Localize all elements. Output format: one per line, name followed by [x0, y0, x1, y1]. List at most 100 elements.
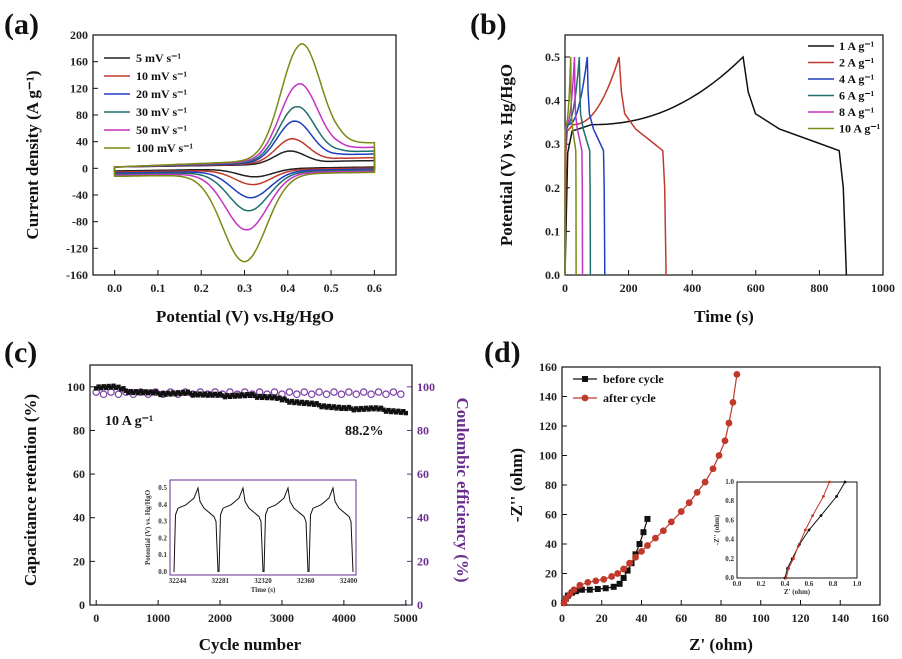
- legend-label: 20 mV s⁻¹: [136, 87, 187, 101]
- retention-point: [294, 399, 300, 404]
- retention-point: [165, 390, 171, 396]
- nyquist-point: [602, 585, 609, 592]
- retention-point: [331, 404, 337, 409]
- inset-frame: [736, 481, 858, 579]
- retention-point: [103, 385, 109, 391]
- y-tick-label: 0: [82, 161, 88, 175]
- y-tick-label: 40: [73, 511, 85, 525]
- retention-point: [141, 390, 146, 396]
- retention-point: [111, 383, 116, 388]
- retention-point: [252, 393, 257, 399]
- retention-point: [170, 390, 176, 395]
- retention-point: [359, 405, 364, 411]
- legend-label: 6 A g⁻¹: [839, 89, 875, 103]
- efficiency-point: [315, 388, 323, 396]
- retention-point: [128, 388, 134, 394]
- nyquist-point: [600, 576, 608, 583]
- retention-point: [401, 409, 406, 414]
- efficiency-point: [352, 390, 361, 399]
- x-tick-label: 0.6: [367, 281, 382, 295]
- efficiency-point: [285, 388, 294, 396]
- panel-c-frame: [89, 364, 413, 606]
- retention-point: [341, 405, 347, 410]
- retention-point: [346, 404, 352, 410]
- retention-point: [356, 407, 361, 413]
- retention-point: [371, 406, 376, 412]
- y-right-tick-label: 100: [417, 380, 435, 394]
- retention-point: [185, 389, 191, 394]
- nyquist-point: [677, 508, 685, 515]
- efficiency-point: [107, 388, 115, 396]
- efficiency-point: [382, 390, 390, 399]
- retention-point: [136, 390, 141, 396]
- inset-gcd-curve: [173, 486, 354, 573]
- retention-point: [319, 404, 324, 410]
- retention-point: [351, 408, 356, 413]
- inset-y-tick-label: 0.3: [158, 518, 167, 526]
- retention-point: [336, 404, 342, 410]
- retention-point: [403, 410, 409, 416]
- efficiency-point: [307, 390, 316, 399]
- retention-point: [242, 393, 248, 399]
- cv-curve-5: [113, 43, 376, 263]
- nyquist-point: [570, 586, 578, 594]
- retention-point: [311, 402, 317, 407]
- retention-point: [302, 401, 307, 407]
- retention-point: [393, 410, 399, 415]
- inset-x-tick-label: 32281: [211, 577, 229, 585]
- x-tick-label: 140: [831, 611, 849, 625]
- panel-c-label: (c): [4, 336, 37, 369]
- retention-point: [240, 392, 245, 397]
- y-tick-label: 0.1: [545, 224, 560, 238]
- nyquist-point: [576, 581, 584, 589]
- retention-point: [116, 384, 121, 390]
- y-tick-label: 0.2: [545, 181, 560, 195]
- inset-x-tick-label: 32360: [297, 577, 315, 585]
- nyquist-point: [640, 529, 647, 536]
- nyquist-point: [715, 452, 723, 459]
- x-tick-label: 200: [620, 281, 638, 295]
- retention-point: [180, 389, 186, 395]
- panel-d-xlabel: Z' (ohm): [689, 635, 753, 654]
- retention-point: [163, 392, 168, 397]
- retention-point: [188, 391, 193, 396]
- retention-point: [96, 384, 101, 389]
- retention-point: [267, 394, 272, 399]
- inset-point: [796, 544, 800, 548]
- retention-point: [138, 389, 143, 394]
- y-tick-label: 80: [73, 423, 85, 437]
- retention-point: [363, 405, 369, 411]
- retention-point: [391, 408, 396, 413]
- nyquist-point: [592, 577, 600, 585]
- legend-label: 100 mV s⁻¹: [136, 141, 193, 155]
- inset-point: [807, 528, 811, 532]
- retention-point: [123, 388, 129, 393]
- x-tick-label: 0.3: [237, 281, 252, 295]
- gcd-curve-1: [564, 56, 667, 276]
- inset-ylabel: -Z'' (ohm): [713, 514, 721, 545]
- nyquist-point: [693, 488, 701, 496]
- retention-point: [274, 396, 280, 401]
- nyquist-point: [624, 567, 631, 574]
- x-tick-label: 0.5: [324, 281, 339, 295]
- x-tick-label: 2000: [208, 611, 232, 625]
- nyquist-point: [620, 574, 627, 581]
- efficiency-point: [99, 390, 108, 399]
- retention-point: [168, 392, 173, 397]
- legend-label: 10 A g⁻¹: [839, 122, 881, 136]
- y-tick-label: 140: [539, 390, 557, 404]
- inset-y-tick-label: 0.5: [158, 484, 167, 492]
- inset-point: [804, 528, 807, 532]
- nyquist-point: [562, 595, 570, 602]
- nyquist-point: [667, 518, 675, 526]
- retention-point: [289, 398, 295, 404]
- retention-point: [133, 389, 139, 394]
- x-tick-label: 0: [93, 611, 99, 625]
- inset-x-tick-label: 1.0: [853, 580, 862, 588]
- gcd-curve-5: [564, 56, 577, 276]
- y-right-tick-label: 20: [417, 554, 429, 568]
- retention-point: [272, 394, 277, 399]
- y-tick-label: -80: [72, 215, 88, 229]
